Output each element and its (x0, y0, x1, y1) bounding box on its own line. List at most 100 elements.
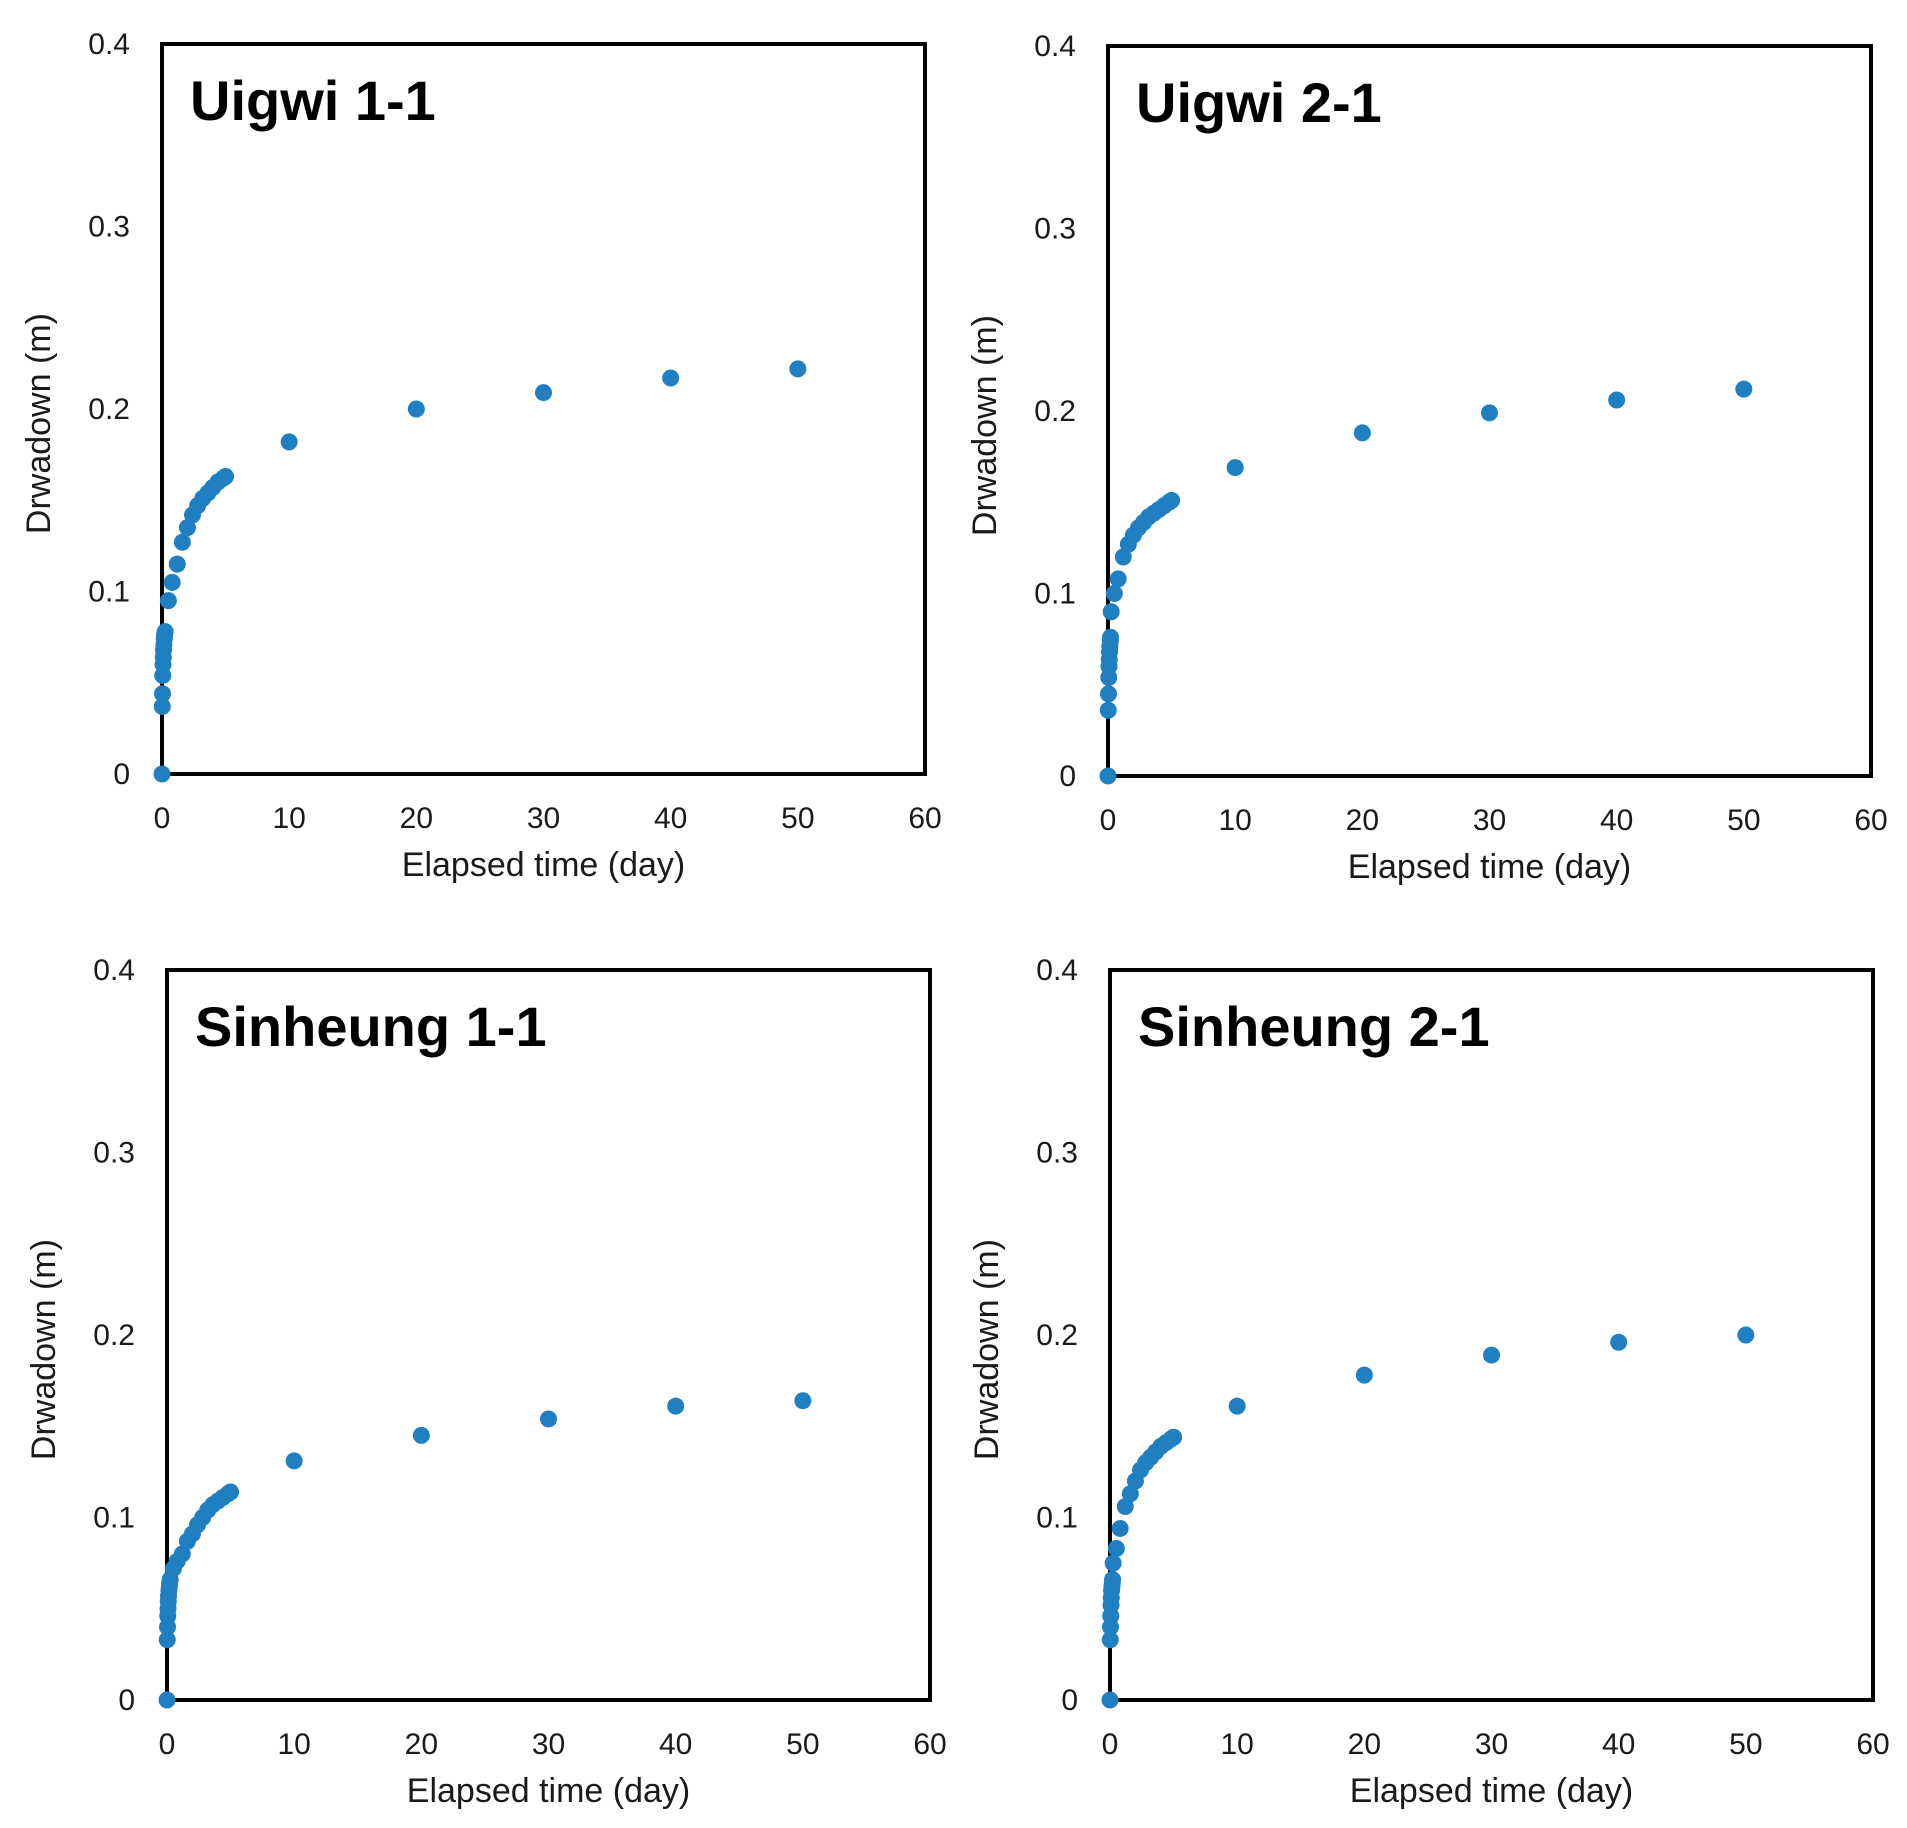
y-tick-label: 0.3 (93, 1137, 135, 1170)
x-tick-label: 10 (1220, 1728, 1253, 1761)
x-tick-label: 20 (1348, 1728, 1381, 1761)
x-axis-title: Elapsed time (day) (402, 846, 685, 884)
x-tick-label: 20 (405, 1728, 438, 1761)
x-tick-label: 50 (786, 1728, 819, 1761)
data-point (178, 519, 196, 537)
data-point (1100, 685, 1118, 703)
data-point (153, 697, 171, 715)
data-point (158, 1631, 176, 1649)
data-point (1104, 1571, 1122, 1589)
data-point (173, 1545, 191, 1563)
data-point (1226, 459, 1244, 477)
y-tick-label: 0.1 (1036, 1502, 1078, 1535)
panel-title: Uigwi 1-1 (190, 69, 436, 132)
y-tick-label: 0.3 (88, 211, 130, 244)
x-tick-label: 0 (1100, 804, 1117, 837)
x-tick-label: 0 (159, 1728, 176, 1761)
y-tick-label: 0.1 (93, 1502, 135, 1535)
data-point (158, 1691, 176, 1709)
data-point (154, 685, 172, 703)
y-tick-label: 0.4 (1036, 954, 1078, 987)
data-point (1102, 628, 1120, 646)
y-tick-label: 0.4 (88, 28, 130, 61)
data-point (1353, 424, 1371, 442)
data-point (535, 384, 552, 402)
data-point (1355, 1366, 1373, 1384)
y-tick-label: 0.4 (93, 954, 135, 987)
x-tick-label: 40 (654, 802, 687, 835)
x-tick-label: 0 (154, 802, 171, 835)
data-point (407, 400, 425, 418)
x-tick-label: 10 (277, 1728, 310, 1761)
data-point (217, 468, 235, 486)
data-point (1101, 1631, 1119, 1649)
data-series (1101, 1326, 1755, 1709)
x-axis-title: Elapsed time (day) (1350, 1772, 1633, 1810)
y-tick-label: 0.2 (93, 1319, 135, 1352)
chart-panel: 0 0.1 0.2 0.3 0.4 0 10 20 30 40 50 60 Elapsed time (… (966, 30, 1888, 886)
x-tick-label: 30 (532, 1728, 565, 1761)
data-point (1228, 1397, 1246, 1415)
data-point (540, 1410, 557, 1428)
panel-title: Sinheung 2-1 (1138, 995, 1490, 1058)
data-point (789, 360, 807, 378)
chart-panel: 0 0.1 0.2 0.3 0.4 0 10 20 30 40 50 60 Elapsed time (… (20, 28, 942, 884)
data-point (153, 765, 171, 783)
data-point (173, 533, 191, 551)
x-tick-label: 50 (781, 802, 814, 835)
panel-title: Sinheung 1-1 (195, 995, 547, 1058)
x-tick-label: 30 (527, 802, 560, 835)
x-tick-label: 60 (913, 1728, 946, 1761)
y-tick-label: 0 (113, 758, 130, 791)
data-point (1102, 603, 1120, 621)
data-point (222, 1483, 240, 1501)
plot-area (160, 42, 927, 776)
x-tick-label: 30 (1473, 804, 1506, 837)
data-point (285, 1452, 303, 1470)
x-tick-label: 30 (1475, 1728, 1508, 1761)
x-tick-label: 10 (1218, 804, 1251, 837)
x-tick-label: 40 (1600, 804, 1633, 837)
data-point (1121, 1485, 1139, 1503)
data-point (168, 555, 186, 573)
x-tick-label: 50 (1727, 804, 1760, 837)
y-tick-label: 0.3 (1036, 1137, 1078, 1170)
data-point (794, 1392, 812, 1410)
data-point (156, 623, 174, 641)
data-point (1116, 1498, 1134, 1516)
data-point (1483, 1346, 1500, 1364)
y-tick-label: 0.2 (1034, 395, 1076, 428)
x-tick-label: 60 (1854, 804, 1887, 837)
y-axis-title: Drwadown (m) (968, 1239, 1006, 1460)
data-point (1735, 380, 1753, 398)
x-axis-title: Elapsed time (day) (407, 1772, 690, 1810)
data-point (1101, 1691, 1119, 1709)
y-tick-label: 0 (118, 1684, 135, 1717)
data-point (1481, 404, 1498, 422)
data-point (667, 1397, 685, 1415)
data-point (1610, 1333, 1628, 1351)
data-point (1111, 1519, 1129, 1537)
x-tick-label: 10 (272, 802, 305, 835)
y-axis-title: Drwadown (m) (20, 313, 58, 534)
data-point (159, 592, 177, 610)
y-axis-title: Drwadown (m) (25, 1239, 63, 1460)
y-tick-label: 0.2 (1036, 1319, 1078, 1352)
panel-title: Uigwi 2-1 (1136, 71, 1382, 134)
data-point (662, 369, 680, 387)
chart-panel: 0 0.1 0.2 0.3 0.4 0 10 20 30 40 50 60 Elapsed time (… (25, 954, 947, 1810)
y-tick-label: 0.4 (1034, 30, 1076, 63)
data-series (158, 1392, 812, 1709)
data-series (1099, 380, 1753, 785)
data-point (1737, 1326, 1755, 1344)
x-tick-label: 0 (1102, 1728, 1119, 1761)
data-point (1099, 701, 1117, 719)
x-tick-label: 40 (1602, 1728, 1635, 1761)
x-tick-label: 50 (1729, 1728, 1762, 1761)
plot-area (165, 968, 932, 1702)
x-tick-label: 20 (1346, 804, 1379, 837)
data-series (153, 360, 807, 783)
x-tick-label: 40 (659, 1728, 692, 1761)
x-tick-label: 60 (908, 802, 941, 835)
